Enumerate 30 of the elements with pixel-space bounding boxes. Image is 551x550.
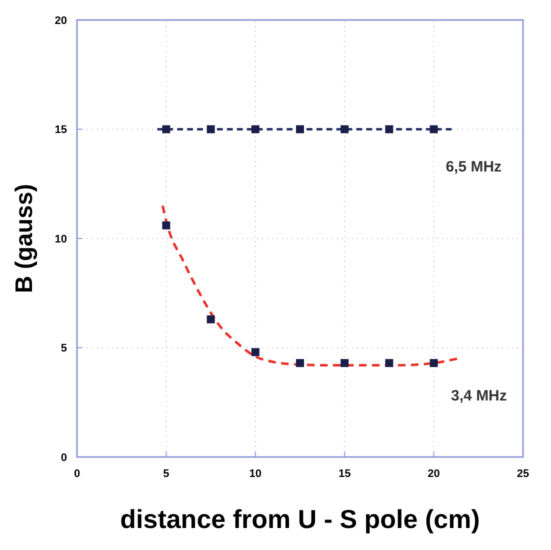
point xyxy=(385,125,394,134)
x-tick-label: 10 xyxy=(249,468,262,480)
point xyxy=(430,125,438,134)
line-series xyxy=(161,204,458,366)
series-label: 6,5 MHz xyxy=(446,158,502,176)
y-axis-title: B (gauss) xyxy=(11,184,38,294)
y-tick-label: 20 xyxy=(54,14,67,27)
x-tick-label: 5 xyxy=(163,468,170,480)
point xyxy=(251,125,260,134)
x-tick-label: 0 xyxy=(74,468,80,480)
point xyxy=(385,359,394,368)
point xyxy=(251,348,260,356)
y-tick-label: 10 xyxy=(54,233,67,246)
point xyxy=(162,221,170,230)
point xyxy=(340,125,349,134)
x-tick-label: 20 xyxy=(428,468,440,480)
point xyxy=(296,125,304,134)
point xyxy=(296,359,304,368)
point xyxy=(340,359,349,368)
point xyxy=(206,125,215,134)
point xyxy=(206,315,215,324)
point xyxy=(162,125,170,134)
y-tick-label: 5 xyxy=(60,342,67,355)
x-tick-label: 15 xyxy=(338,468,351,480)
y-tick-label: 0 xyxy=(60,452,67,464)
point xyxy=(430,359,438,368)
series-label: 3,4 MHz xyxy=(451,388,507,405)
y-tick-label: 15 xyxy=(54,124,67,136)
x-tick-label: 25 xyxy=(516,468,530,480)
x-axis-title: distance from U - S pole (cm) xyxy=(120,504,480,534)
